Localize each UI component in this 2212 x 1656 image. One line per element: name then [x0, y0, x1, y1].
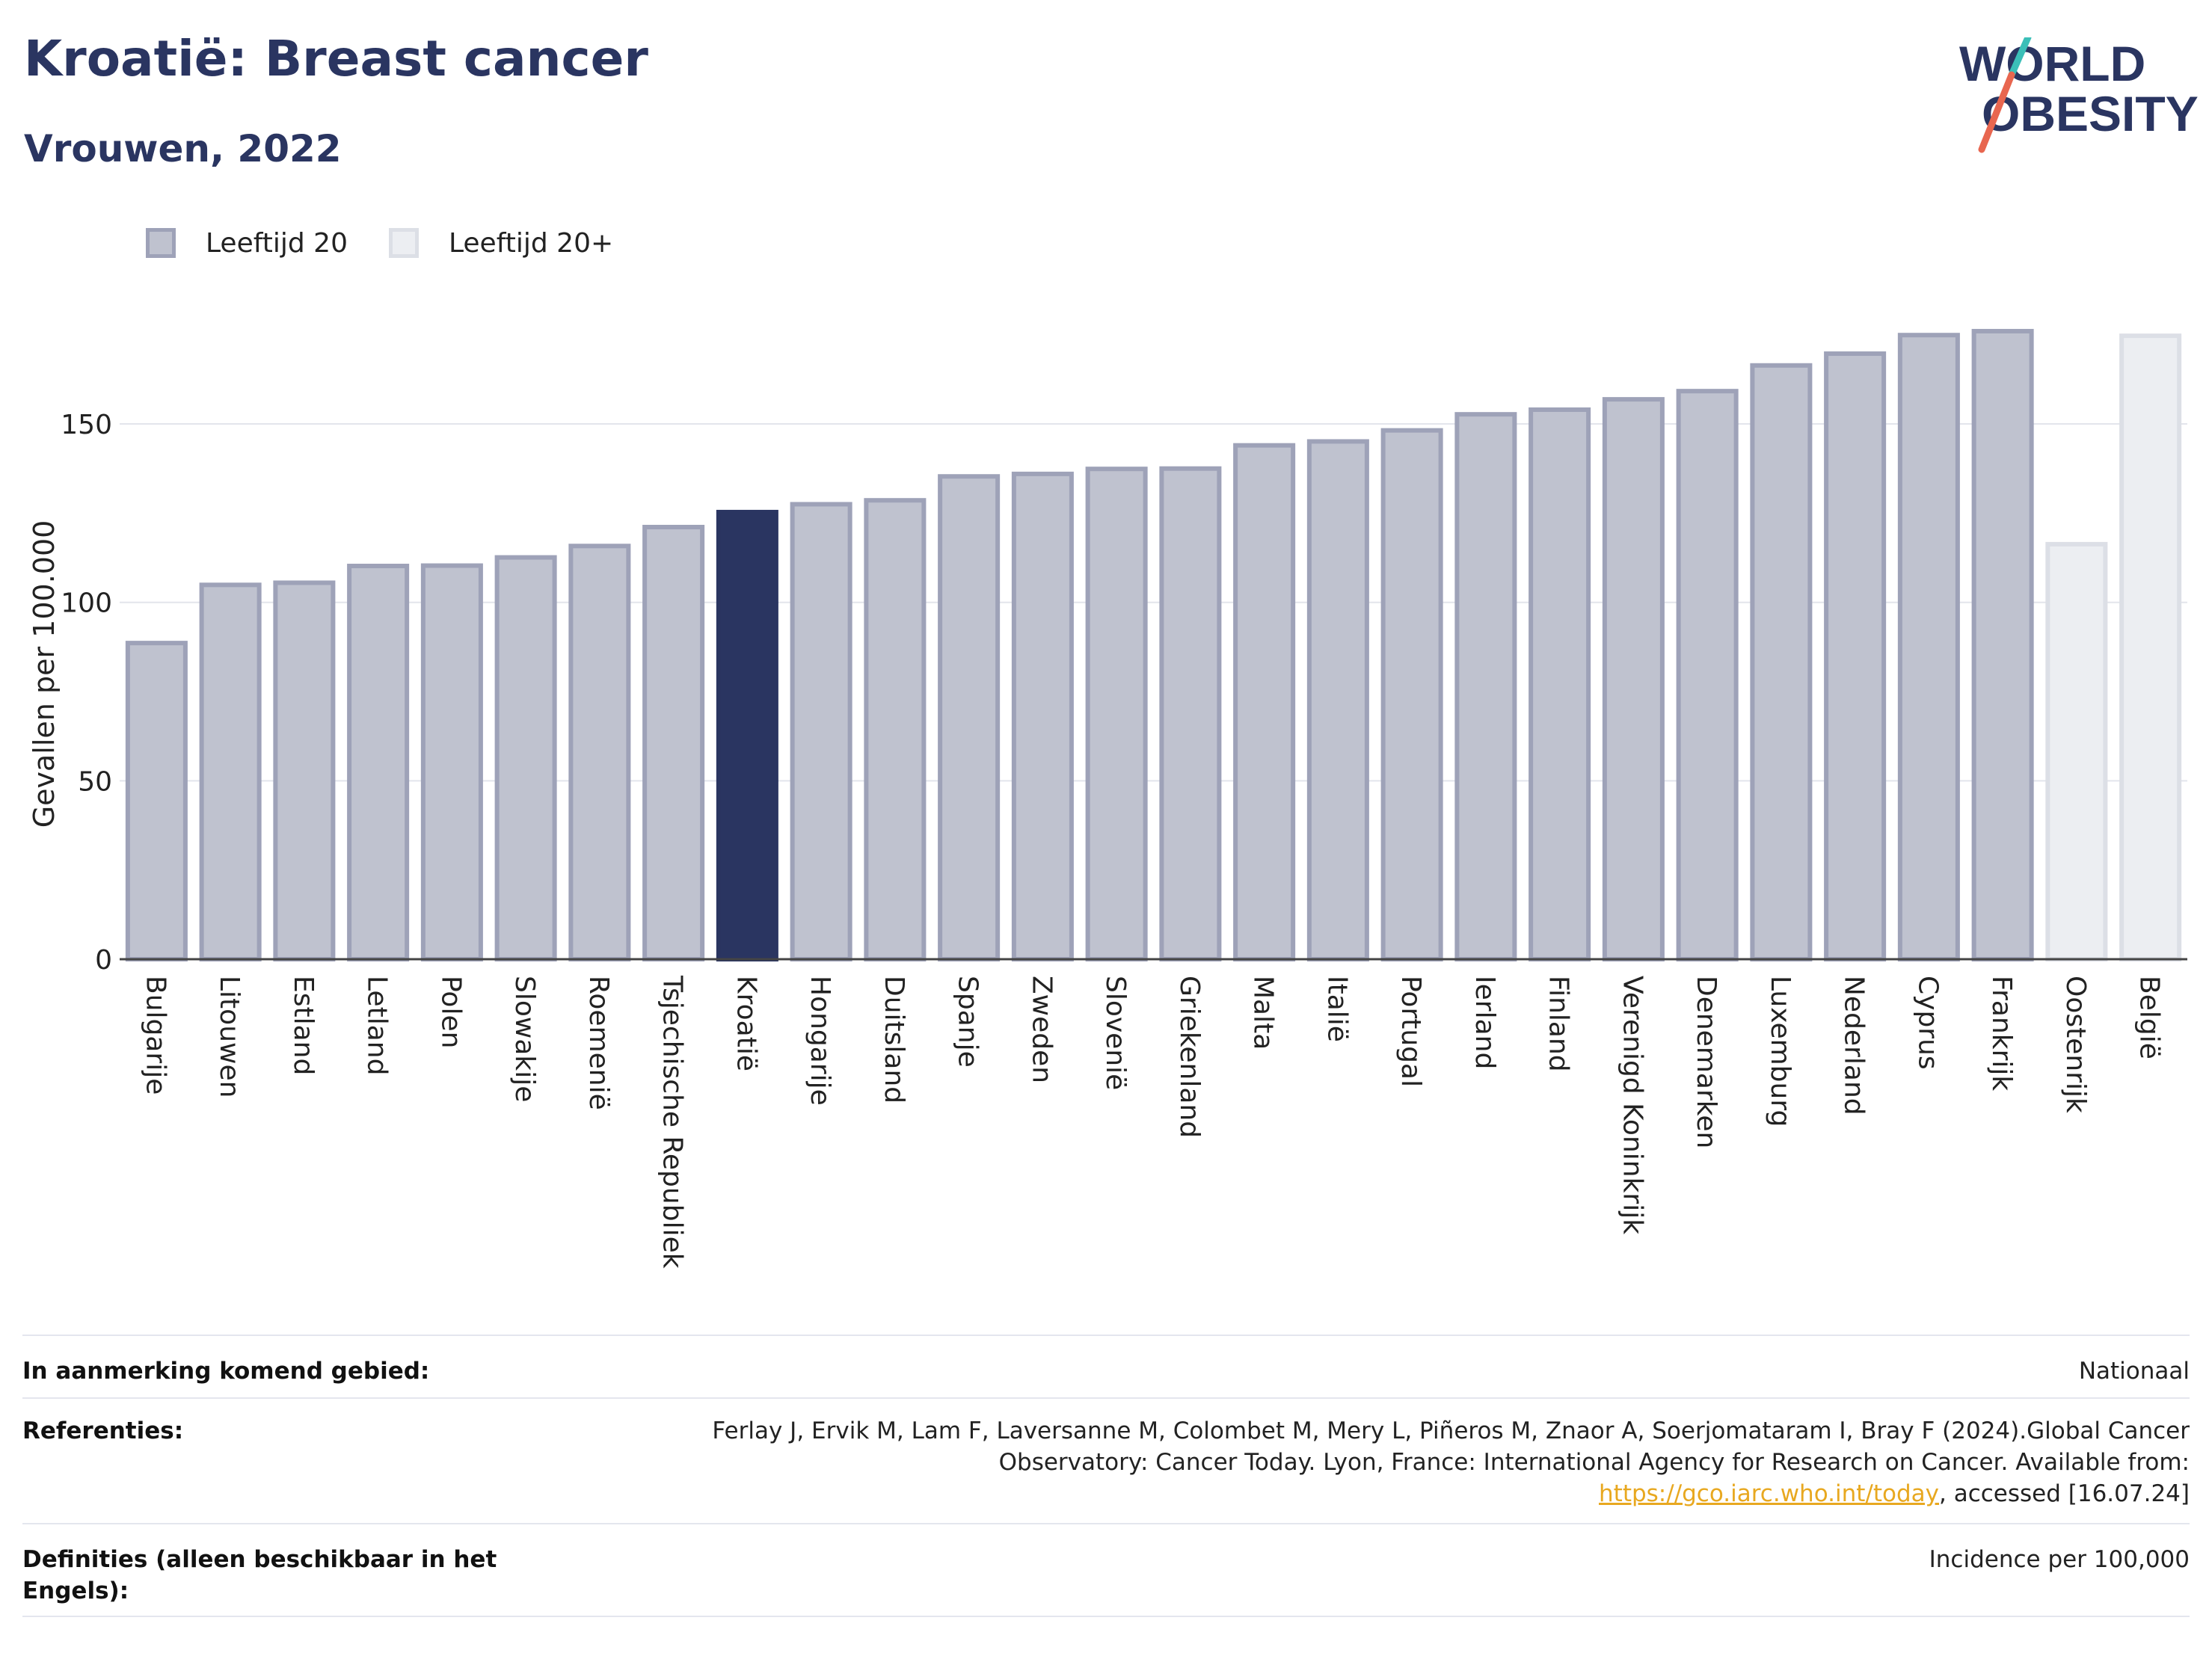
- x-tick-label-portugal: Portugal: [1395, 976, 1426, 1087]
- chart-legend: Leeftijd 20 Leeftijd 20+: [146, 221, 654, 265]
- footer-value-region: Nationaal: [2078, 1358, 2190, 1385]
- x-tick-label-litouwen: Litouwen: [214, 976, 245, 1098]
- footer-value-definitions: Incidence per 100,000: [1929, 1546, 2190, 1573]
- bar-belgi-: [2119, 333, 2182, 961]
- bar-polen: [420, 563, 483, 961]
- bar-roemeni-: [568, 544, 631, 961]
- bar-verenigd-koninkrijk: [1602, 397, 1665, 961]
- bar-frankrijk: [1971, 328, 2034, 961]
- x-tick-label-ierland: Ierland: [1469, 976, 1500, 1069]
- legend-item-age20[interactable]: Leeftijd 20: [146, 228, 348, 259]
- x-tick-label-spanje: Spanje: [953, 976, 983, 1068]
- bar-griekenland: [1159, 466, 1222, 961]
- bar-luxemburg: [1750, 363, 1813, 961]
- page-subtitle: Vrouwen, 2022: [24, 127, 342, 170]
- bar-itali-: [1306, 439, 1369, 961]
- x-tick-label-oostenrijk: Oostenrijk: [2060, 976, 2091, 1113]
- bar-litouwen: [199, 582, 262, 961]
- x-tick-label-bulgarije: Bulgarije: [140, 976, 170, 1095]
- x-tick-label-luxemburg: Luxemburg: [1765, 976, 1795, 1127]
- bar-slowakije: [494, 555, 557, 961]
- footer-table: In aanmerking komend gebied: Nationaal R…: [22, 1335, 2190, 1617]
- bar-denemarken: [1676, 389, 1739, 961]
- x-tick-label-estland: Estland: [288, 976, 319, 1075]
- y-tick-label-100: 100: [61, 588, 112, 619]
- x-tick-label-hongarije: Hongarije: [805, 976, 835, 1106]
- y-axis-label: Gevallen per 100.000: [28, 520, 61, 828]
- legend-swatch-age20: [146, 228, 176, 258]
- x-tick-label-verenigd-koninkrijk: Verenigd Koninkrijk: [1617, 976, 1647, 1234]
- bar-hongarije: [790, 502, 852, 961]
- bar-nederland: [1824, 351, 1887, 961]
- page-title: Kroatië: Breast cancer: [24, 30, 648, 87]
- x-tick-label-roemeni-: Roemenië: [583, 976, 614, 1110]
- reference-text: Ferlay J, Ervik M, Lam F, Laversanne M, …: [712, 1418, 2190, 1476]
- bar-duitsland: [864, 498, 927, 961]
- logo-line2: OBESITY: [1982, 86, 2199, 141]
- reference-accessed: , accessed [16.07.24]: [1938, 1480, 2190, 1507]
- footer-value-references: Ferlay J, Ervik M, Lam F, Laversanne M, …: [649, 1415, 2190, 1509]
- bar-portugal: [1380, 428, 1443, 961]
- y-tick-label-150: 150: [61, 410, 112, 440]
- y-tick-label-0: 0: [95, 945, 112, 976]
- x-tick-label-zweden: Zweden: [1026, 976, 1057, 1083]
- footer-label-region: In aanmerking komend gebied:: [22, 1358, 430, 1385]
- x-tick-label-duitsland: Duitsland: [879, 976, 909, 1104]
- bar-kroati-: [716, 509, 778, 961]
- x-tick-label-itali-: Italië: [1321, 976, 1352, 1042]
- x-tick-label-sloveni-: Slovenië: [1100, 976, 1131, 1090]
- x-tick-label-kroati-: Kroatië: [731, 976, 761, 1071]
- bar-spanje: [938, 474, 1001, 961]
- footer-label-references: Referenties:: [22, 1418, 184, 1444]
- bar-tsjechische-republiek: [642, 524, 705, 961]
- footer-row-region: In aanmerking komend gebied: Nationaal: [22, 1335, 2190, 1397]
- footer-label-definitions: Definities (alleen beschikbaar in het En…: [22, 1546, 497, 1604]
- bar-estland: [273, 580, 336, 961]
- x-tick-label-polen: Polen: [435, 976, 466, 1048]
- bar-sloveni-: [1085, 467, 1148, 961]
- x-tick-label-nederland: Nederland: [1839, 976, 1870, 1115]
- footer-row-references: Referenties: Ferlay J, Ervik M, Lam F, L…: [22, 1397, 2190, 1523]
- y-tick-label-50: 50: [78, 766, 112, 797]
- bar-malta: [1233, 443, 1296, 961]
- bar-bulgarije: [125, 641, 188, 962]
- bar-finland: [1529, 407, 1591, 961]
- bar-ierland: [1454, 412, 1517, 961]
- reference-link[interactable]: https://gco.iarc.who.int/today: [1599, 1480, 1939, 1507]
- legend-label-age20plus: Leeftijd 20+: [448, 227, 614, 259]
- x-tick-label-frankrijk: Frankrijk: [1986, 976, 2017, 1091]
- world-obesity-logo: WORLD OBESITY: [1959, 37, 2199, 153]
- x-tick-label-slowakije: Slowakije: [509, 976, 540, 1102]
- x-tick-label-griekenland: Griekenland: [1174, 976, 1205, 1138]
- x-tick-label-cyprus: Cyprus: [1912, 976, 1943, 1070]
- x-tick-label-belgi-: België: [2134, 976, 2165, 1059]
- legend-swatch-age20plus: [388, 228, 419, 258]
- x-tick-label-finland: Finland: [1543, 976, 1574, 1072]
- bar-oostenrijk: [2045, 541, 2108, 961]
- bar-cyprus: [1897, 333, 1960, 961]
- bar-chart: 0 50 100 150 Gevallen per 100.000 Bulgarije Li…: [28, 328, 2187, 1269]
- footer-row-definitions: Definities (alleen beschikbaar in het En…: [22, 1523, 2190, 1617]
- bar-letland: [347, 564, 410, 961]
- x-tick-label-letland: Letland: [362, 976, 393, 1075]
- x-tick-label-malta: Malta: [1248, 976, 1279, 1050]
- bar-zweden: [1011, 471, 1074, 961]
- legend-label-age20: Leeftijd 20: [206, 227, 348, 259]
- legend-item-age20plus[interactable]: Leeftijd 20+: [388, 227, 614, 259]
- logo-line1: WORLD: [1959, 37, 2145, 91]
- x-tick-label-tsjechische-republiek: Tsjechische Republiek: [657, 975, 688, 1269]
- x-tick-label-denemarken: Denemarken: [1691, 976, 1721, 1148]
